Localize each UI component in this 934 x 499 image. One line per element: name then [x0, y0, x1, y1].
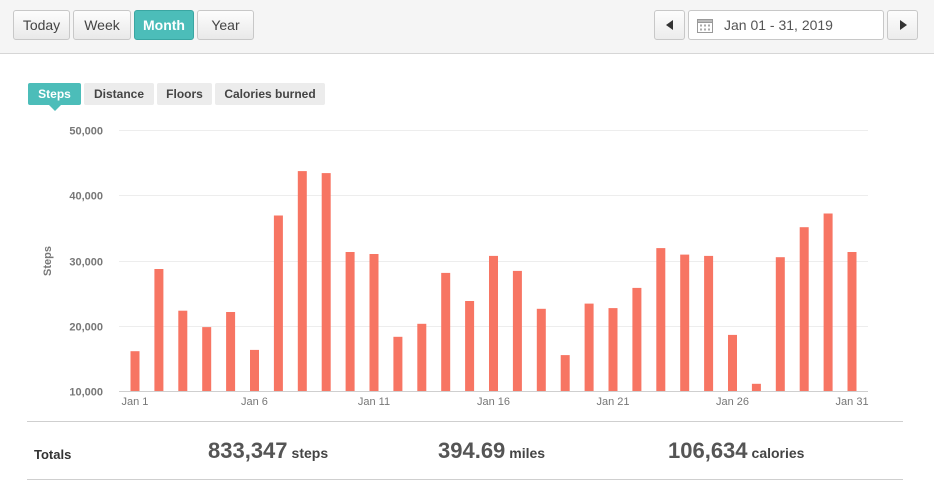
y-tick-label: 10,000	[69, 387, 103, 399]
tab-distance[interactable]: Distance	[84, 83, 154, 105]
x-axis-ticks: Jan 1 Jan 6 Jan 11 Jan 16 Jan 21 Jan 26 Jan 31	[121, 396, 868, 408]
bar	[536, 308, 546, 391]
total-miles-value: 394.69	[438, 438, 506, 463]
bar	[130, 351, 140, 391]
bar	[656, 248, 666, 391]
caret-right-icon	[900, 20, 907, 30]
range-button-month[interactable]: Month	[134, 10, 194, 40]
total-miles-unit: miles	[509, 445, 546, 461]
bar	[321, 173, 331, 391]
bar	[297, 171, 307, 391]
totals-bar: Totals 833,347 steps 394.69 miles 106,634 c…	[27, 421, 903, 480]
bar	[632, 287, 642, 391]
bar	[178, 310, 188, 391]
bar	[154, 269, 164, 391]
bar	[489, 255, 498, 391]
range-button-today[interactable]: Today	[13, 10, 70, 40]
x-tick-label: Jan 6	[241, 396, 268, 408]
tab-calories-burned[interactable]: Calories burned	[215, 83, 325, 105]
bar	[560, 355, 570, 391]
total-calories-unit: calories	[751, 445, 805, 461]
bar	[202, 327, 212, 391]
bar	[369, 254, 379, 391]
x-tick-label: Jan 11	[358, 396, 390, 408]
steps-bar-chart: 10,000 20,000 30,000 40,000 50,000 Steps Jan…	[42, 126, 869, 409]
total-steps-unit: steps	[291, 445, 329, 461]
bar	[728, 334, 737, 391]
y-tick-label: 30,000	[69, 257, 103, 269]
range-button-year[interactable]: Year	[197, 10, 254, 40]
y-axis-ticks: 10,000 20,000 30,000 40,000 50,000	[69, 126, 103, 399]
bar	[751, 383, 761, 391]
bar	[584, 303, 594, 391]
x-tick-label: Jan 1	[121, 396, 148, 408]
range-button-week[interactable]: Week	[73, 10, 131, 40]
x-tick-label: Jan 31	[836, 396, 869, 408]
bar	[250, 349, 259, 391]
bar	[704, 255, 714, 391]
next-period-button[interactable]	[887, 10, 918, 40]
bar	[680, 254, 690, 391]
y-tick-label: 40,000	[69, 191, 103, 203]
total-calories-value: 106,634	[668, 438, 748, 463]
x-tick-label: Jan 16	[477, 396, 510, 408]
bar	[512, 270, 522, 391]
bar	[441, 272, 451, 391]
toolbar: Today Week Month Year Jan 01 - 31, 2019	[0, 0, 934, 54]
y-tick-label: 20,000	[69, 322, 103, 334]
y-tick-label: 50,000	[69, 126, 103, 138]
total-miles: 394.69 miles	[438, 438, 545, 464]
bar	[226, 312, 236, 391]
x-tick-label: Jan 21	[597, 396, 630, 408]
bar	[775, 257, 785, 391]
bars	[130, 171, 857, 391]
x-tick-label: Jan 26	[716, 396, 749, 408]
tab-floors[interactable]: Floors	[157, 83, 212, 105]
active-tab-caret	[49, 105, 61, 111]
caret-left-icon	[666, 20, 673, 30]
total-calories: 106,634 calories	[668, 438, 804, 464]
bar	[393, 336, 403, 391]
total-steps-value: 833,347	[208, 438, 288, 463]
bar	[847, 252, 857, 391]
bar	[823, 213, 833, 391]
calendar-icon	[697, 19, 713, 33]
bar	[465, 301, 475, 391]
bar	[345, 252, 355, 391]
bar	[417, 323, 427, 391]
total-steps: 833,347 steps	[208, 438, 328, 464]
totals-label: Totals	[34, 447, 72, 462]
date-range-text: Jan 01 - 31, 2019	[724, 17, 833, 33]
bar	[273, 215, 283, 391]
y-axis-label: Steps	[42, 246, 54, 276]
previous-period-button[interactable]	[654, 10, 685, 40]
bar	[799, 227, 809, 391]
tab-steps[interactable]: Steps	[28, 83, 81, 105]
date-range-picker[interactable]: Jan 01 - 31, 2019	[688, 10, 884, 40]
bar	[608, 308, 618, 391]
